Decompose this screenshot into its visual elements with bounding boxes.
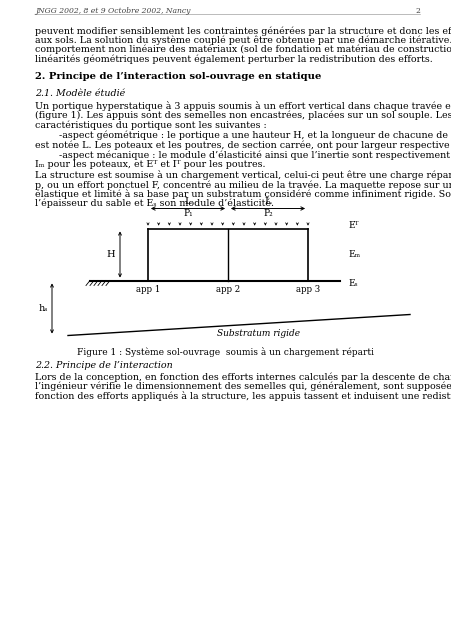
- Text: l’ingénieur vérifie le dimensionnement des semelles qui, généralement, sont supp: l’ingénieur vérifie le dimensionnement d…: [35, 381, 451, 391]
- Text: Eₛ: Eₛ: [347, 279, 357, 288]
- Text: 2.2. Principe de l’interaction: 2.2. Principe de l’interaction: [35, 360, 172, 369]
- Text: 2.1. Modèle étudié: 2.1. Modèle étudié: [35, 88, 125, 97]
- Text: 2: 2: [414, 7, 419, 15]
- Text: L: L: [184, 198, 191, 207]
- Text: P₂: P₂: [262, 209, 272, 218]
- Text: caractéristiques du portique sont les suivantes :: caractéristiques du portique sont les su…: [35, 120, 266, 129]
- Text: fonction des efforts appliqués à la structure, les appuis tassent et induisent u: fonction des efforts appliqués à la stru…: [35, 391, 451, 401]
- Text: hₛ: hₛ: [38, 304, 48, 313]
- Text: La structure est soumise à un chargement vertical, celui-ci peut être une charge: La structure est soumise à un chargement…: [35, 170, 451, 180]
- Text: p, ou un effort ponctuel F, concentré au milieu de la travée. La maquette repose: p, ou un effort ponctuel F, concentré au…: [35, 180, 451, 189]
- Text: (figure 1). Les appuis sont des semelles non encastrées, placées sur un sol soup: (figure 1). Les appuis sont des semelles…: [35, 111, 451, 120]
- Text: -aspect géométrique : le portique a une hauteur H, et la longueur de chacune de : -aspect géométrique : le portique a une …: [35, 131, 451, 140]
- Text: peuvent modifier sensiblement les contraintes générées par la structure et donc : peuvent modifier sensiblement les contra…: [35, 26, 451, 35]
- Text: app 3: app 3: [295, 285, 319, 294]
- Text: Lors de la conception, en fonction des efforts internes calculés par la descente: Lors de la conception, en fonction des e…: [35, 372, 451, 381]
- Text: P₁: P₁: [183, 209, 193, 218]
- Text: élastique et limité à sa base par un substratum considéré comme infiniment rigid: élastique et limité à sa base par un sub…: [35, 189, 451, 199]
- Text: app 1: app 1: [135, 285, 160, 294]
- Text: L: L: [264, 198, 271, 207]
- Text: l’épaisseur du sable et Eₛ son module d’élasticité.: l’épaisseur du sable et Eₛ son module d’…: [35, 199, 273, 209]
- Text: Eᵀ: Eᵀ: [347, 221, 358, 230]
- Text: 2. Principe de l’interaction sol-ouvrage en statique: 2. Principe de l’interaction sol-ouvrage…: [35, 72, 321, 81]
- Text: Eₘ: Eₘ: [347, 250, 359, 259]
- Text: JNGG 2002, 8 et 9 Octobre 2002, Nancy: JNGG 2002, 8 et 9 Octobre 2002, Nancy: [35, 7, 190, 15]
- Text: -aspect mécanique : le module d’élasticité ainsi que l’inertie sont respectiveme: -aspect mécanique : le module d’élastici…: [35, 150, 451, 160]
- Text: H: H: [106, 250, 115, 259]
- Text: Iₘ pour les poteaux, et Eᵀ et Iᵀ pour les poutres.: Iₘ pour les poteaux, et Eᵀ et Iᵀ pour le…: [35, 160, 265, 169]
- Text: Substratum rigide: Substratum rigide: [217, 329, 300, 338]
- Text: Figure 1 : Système sol-ouvrage  soumis à un chargement réparti: Figure 1 : Système sol-ouvrage soumis à …: [77, 348, 374, 357]
- Text: comportement non linéaire des matériaux (sol de fondation et matériau de constru: comportement non linéaire des matériaux …: [35, 45, 451, 54]
- Text: Un portique hyperstatique à 3 appuis soumis à un effort vertical dans chaque tra: Un portique hyperstatique à 3 appuis sou…: [35, 101, 451, 111]
- Text: est notée L. Les poteaux et les poutres, de section carrée, ont pour largeur res: est notée L. Les poteaux et les poutres,…: [35, 140, 451, 150]
- Text: linéarités géométriques peuvent également perturber la redistribution des effort: linéarités géométriques peuvent égalemen…: [35, 54, 432, 64]
- Text: app 2: app 2: [216, 285, 239, 294]
- Text: aux sols. La solution du système couplé peut être obtenue par une démarche itéra: aux sols. La solution du système couplé …: [35, 35, 451, 45]
